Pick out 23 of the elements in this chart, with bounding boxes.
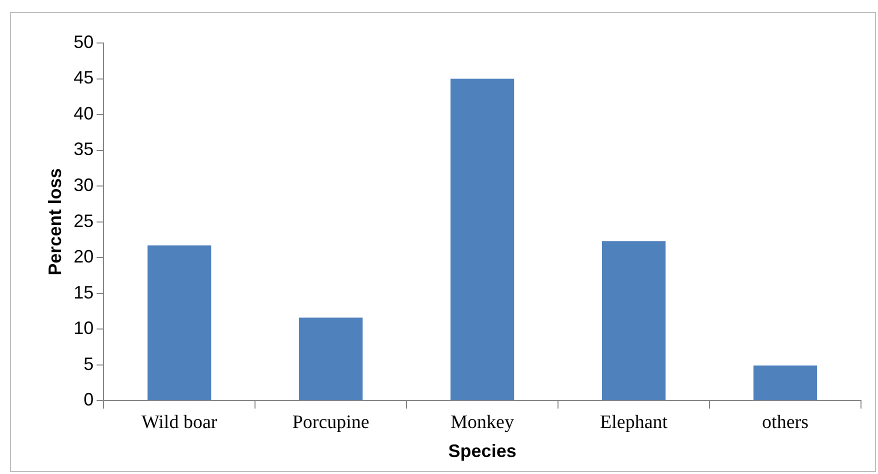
bar	[602, 241, 666, 400]
y-tick-label: 35	[74, 139, 94, 160]
y-tick-label: 0	[84, 390, 94, 410]
y-tick-label: 10	[74, 318, 94, 338]
y-tick-label: 45	[74, 68, 94, 88]
x-tick-label: others	[762, 412, 808, 433]
y-tick-label: 30	[74, 175, 94, 196]
y-tick-label: 15	[74, 282, 94, 302]
y-tick-label: 50	[74, 32, 94, 52]
x-tick-label: Monkey	[450, 412, 514, 433]
x-tick-label: Porcupine	[292, 412, 370, 433]
y-tick-label: 20	[74, 246, 94, 267]
bar	[450, 78, 514, 400]
y-tick-label: 25	[74, 210, 94, 231]
x-tick-label: Elephant	[600, 412, 668, 433]
bar	[148, 245, 212, 400]
x-tick-label: Wild boar	[141, 412, 218, 433]
y-tick-label: 5	[84, 354, 94, 374]
y-tick-label: 40	[74, 103, 94, 124]
bar	[299, 318, 363, 400]
bar	[753, 366, 818, 400]
x-axis-title: Species	[448, 441, 516, 462]
y-axis-title: Percent loss	[44, 168, 65, 276]
